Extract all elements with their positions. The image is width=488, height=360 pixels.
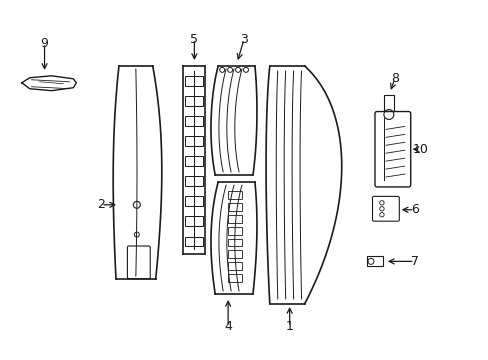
- Bar: [185, 116, 203, 126]
- Bar: [228, 227, 242, 235]
- Bar: [383, 95, 393, 111]
- Bar: [185, 96, 203, 106]
- Bar: [228, 191, 242, 199]
- Bar: [228, 215, 242, 223]
- Bar: [185, 216, 203, 226]
- Bar: [185, 176, 203, 186]
- Bar: [185, 76, 203, 86]
- Text: 5: 5: [190, 33, 198, 46]
- Bar: [228, 251, 242, 258]
- Text: 2: 2: [97, 198, 105, 211]
- Bar: [228, 239, 242, 247]
- Text: 4: 4: [224, 320, 232, 333]
- Bar: [185, 136, 203, 146]
- Text: 10: 10: [412, 143, 427, 156]
- Text: 9: 9: [41, 37, 48, 50]
- Bar: [185, 196, 203, 206]
- Bar: [228, 203, 242, 211]
- Text: 6: 6: [410, 203, 418, 216]
- Text: 7: 7: [410, 255, 418, 268]
- Bar: [185, 156, 203, 166]
- Bar: [185, 237, 203, 247]
- Bar: [366, 256, 382, 266]
- Bar: [228, 262, 242, 270]
- Bar: [228, 274, 242, 282]
- Text: 3: 3: [240, 33, 247, 46]
- Text: 8: 8: [390, 72, 398, 85]
- Text: 1: 1: [285, 320, 293, 333]
